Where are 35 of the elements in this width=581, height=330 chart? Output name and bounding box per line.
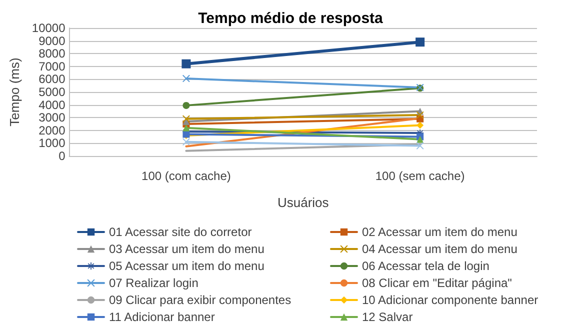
y-tick-label: 8000	[38, 46, 66, 61]
point	[182, 138, 190, 146]
legend-label: 08 Clicar em "Editar página"	[362, 276, 512, 290]
legend-label: 01 Acessar site do corretor	[109, 225, 252, 239]
point	[182, 75, 190, 82]
x-axis-title: Usuários	[277, 195, 330, 210]
y-tick-label: 5000	[38, 85, 66, 99]
legend-label: 02 Acessar um item do menu	[362, 225, 518, 239]
point	[182, 102, 190, 109]
y-tick-label: 10000	[32, 21, 66, 35]
x-tick-label: 100 (com cache)	[142, 169, 231, 183]
point	[416, 38, 425, 47]
legend-label: 11 Adicionar banner	[109, 310, 215, 324]
legend-label: 06 Acessar tela de login	[362, 259, 490, 273]
legend-label: 03 Acessar um item do menu	[109, 242, 264, 256]
y-tick-label: 9000	[38, 34, 66, 48]
legend-label: 12 Salvar	[362, 310, 413, 324]
y-tick-label: 2000	[38, 123, 66, 138]
point	[182, 59, 191, 68]
x-tick-label: 100 (sem cache)	[375, 169, 465, 183]
y-tick-label: 3000	[38, 110, 66, 125]
y-tick-label: 4000	[38, 98, 66, 112]
y-tick-label: 7000	[38, 59, 66, 74]
y-tick-label: 0	[58, 149, 66, 163]
point	[416, 142, 424, 150]
y-tick-label: 1000	[38, 136, 66, 150]
legend-label: 07 Realizar login	[109, 276, 198, 290]
y-axis-title: Tempo (ms)	[7, 58, 22, 126]
legend-label: 09 Clicar para exibir componentes	[109, 293, 292, 307]
legend-label: 10 Adicionar componente banner	[362, 293, 538, 307]
legend-label: 05 Acessar um item do menu	[109, 259, 264, 273]
y-tick-label: 6000	[38, 72, 66, 86]
point	[416, 122, 424, 129]
legend-label: 04 Acessar um item do menu	[362, 242, 518, 256]
chart-title: Tempo médio de resposta	[198, 10, 384, 27]
